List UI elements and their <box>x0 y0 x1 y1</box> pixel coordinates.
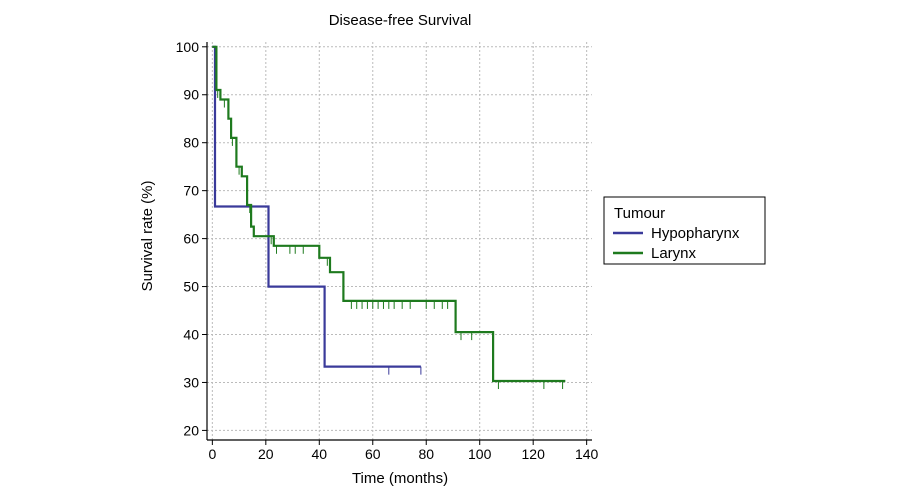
legend-title: Tumour <box>614 205 665 222</box>
y-tick-label: 70 <box>183 183 199 199</box>
x-axis-ticks: 0 20 40 60 80 100 120 140 <box>208 440 599 462</box>
x-axis-title: Time (months) <box>352 470 448 487</box>
y-tick-label: 20 <box>183 422 199 438</box>
y-axis-title: Survival rate (%) <box>139 181 156 292</box>
x-tick-label: 140 <box>575 446 599 462</box>
legend: Tumour Hypopharynx Larynx <box>603 196 766 265</box>
chart-title: Disease-free Survival <box>329 12 472 29</box>
series-layer <box>212 45 566 390</box>
y-tick-label: 50 <box>183 279 199 295</box>
y-tick-label: 40 <box>183 327 199 343</box>
y-axis-ticks: 20 30 40 50 60 70 80 90 100 <box>176 39 207 438</box>
y-tick-label: 30 <box>183 374 199 390</box>
series-line-hypopharynx <box>212 45 421 368</box>
x-tick-label: 20 <box>258 446 274 462</box>
x-tick-label: 0 <box>208 446 216 462</box>
x-tick-label: 80 <box>418 446 434 462</box>
legend-label-hypopharynx: Hypopharynx <box>651 225 740 242</box>
x-tick-label: 60 <box>365 446 381 462</box>
y-tick-label: 60 <box>183 231 199 247</box>
legend-items: Hypopharynx Larynx <box>613 225 740 262</box>
x-tick-label: 100 <box>468 446 492 462</box>
x-tick-label: 40 <box>312 446 328 462</box>
y-tick-label: 90 <box>183 87 199 103</box>
legend-label-larynx: Larynx <box>651 245 697 262</box>
x-tick-label: 120 <box>522 446 546 462</box>
axes <box>206 42 592 441</box>
y-tick-label: 100 <box>176 39 200 55</box>
series-line-larynx <box>212 45 566 383</box>
y-tick-label: 80 <box>183 135 199 151</box>
